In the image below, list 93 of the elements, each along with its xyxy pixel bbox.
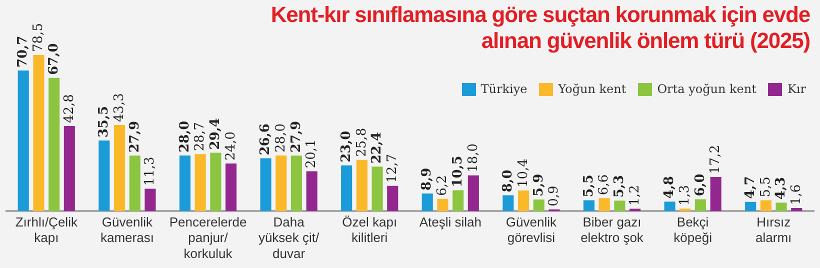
data-label: 27,9 bbox=[288, 121, 304, 153]
data-label: 70,7 bbox=[16, 36, 31, 68]
data-label: 28,7 bbox=[192, 122, 208, 152]
data-label: 35,5 bbox=[96, 106, 112, 138]
x-tick-label: Güvenlik kamerası bbox=[100, 214, 154, 246]
data-label: 22,4 bbox=[370, 132, 385, 164]
data-label: 17,2 bbox=[708, 145, 724, 174]
bar bbox=[422, 193, 433, 212]
bar bbox=[468, 175, 479, 212]
bar bbox=[387, 186, 398, 212]
data-label: 8,9 bbox=[420, 168, 435, 190]
legend-label: Kır bbox=[787, 82, 806, 96]
x-tick-label: Özel kapı kilitleri bbox=[342, 214, 398, 246]
bar bbox=[48, 78, 60, 212]
chart-title: Kent-kır sınıflamasına göre suçtan korunmak için evde alınan güvenlik önlem türü (2025) bbox=[270, 2, 810, 54]
legend-label: Yoğun kent bbox=[558, 82, 626, 96]
bar bbox=[533, 199, 544, 212]
data-label: 5,5 bbox=[758, 176, 774, 198]
bar bbox=[437, 198, 448, 212]
data-label: 10,5 bbox=[450, 156, 466, 188]
bar bbox=[64, 126, 75, 212]
bar bbox=[226, 163, 237, 212]
bar bbox=[179, 155, 190, 212]
data-label: 28,0 bbox=[177, 120, 192, 152]
data-label: 1,6 bbox=[789, 184, 804, 206]
bar bbox=[372, 166, 383, 212]
data-label: 67,0 bbox=[46, 43, 62, 75]
data-label: 78,5 bbox=[31, 23, 46, 52]
bar bbox=[18, 70, 29, 212]
data-label: 12,7 bbox=[385, 154, 400, 183]
bar bbox=[776, 202, 787, 212]
data-label: 6,6 bbox=[596, 174, 612, 196]
x-tick-label: Zırhlı/Çelik kapı bbox=[15, 214, 78, 246]
data-label: 20,1 bbox=[304, 139, 320, 168]
bar bbox=[452, 190, 464, 212]
legend-label: Türkiye bbox=[480, 82, 528, 96]
data-label: 29,4 bbox=[208, 118, 224, 150]
data-label: 11,3 bbox=[142, 156, 158, 186]
bar bbox=[518, 190, 530, 212]
bar bbox=[680, 208, 691, 212]
x-tick-label: Biber gazı elektro şok bbox=[580, 214, 644, 246]
bar bbox=[791, 208, 802, 212]
data-label: 10,4 bbox=[516, 158, 531, 188]
data-label: 5,9 bbox=[531, 174, 546, 196]
bar bbox=[745, 202, 756, 212]
bar bbox=[598, 198, 610, 212]
data-label: 25,8 bbox=[354, 128, 370, 157]
data-label: 8,0 bbox=[500, 170, 516, 192]
data-label: 42,8 bbox=[62, 94, 77, 124]
data-label: 28,0 bbox=[274, 124, 288, 152]
bar bbox=[664, 202, 676, 212]
bar bbox=[760, 200, 772, 212]
x-tick-label: Ateşli silah bbox=[419, 214, 482, 230]
data-label: 26,6 bbox=[258, 124, 274, 156]
bar bbox=[260, 158, 272, 212]
x-tick-label: Güvenlik görevlisi bbox=[506, 214, 557, 246]
data-label: 5,5 bbox=[581, 174, 596, 198]
bar bbox=[710, 176, 722, 212]
bar bbox=[276, 155, 287, 212]
data-label: 4,8 bbox=[662, 176, 678, 199]
bar bbox=[194, 154, 206, 212]
legend-label: Orta yoğun kent bbox=[657, 82, 756, 96]
data-label: 6,0 bbox=[692, 174, 708, 196]
x-tick-label: Daha yüksek çit/duvar bbox=[258, 214, 320, 261]
bar bbox=[129, 156, 140, 212]
data-label: 4,7 bbox=[742, 176, 758, 199]
data-label: 43,3 bbox=[112, 93, 127, 122]
bar bbox=[583, 200, 594, 212]
x-tick-label: Pencerelerde panjur/korkuluk bbox=[169, 214, 247, 261]
bar bbox=[114, 125, 126, 212]
bar bbox=[144, 188, 156, 212]
bar bbox=[502, 195, 514, 212]
data-label: 1,2 bbox=[627, 185, 642, 206]
bar bbox=[694, 199, 706, 212]
data-label: 4,3 bbox=[774, 177, 789, 200]
bar bbox=[98, 140, 110, 212]
bar bbox=[341, 165, 352, 212]
data-label: 0,9 bbox=[546, 186, 562, 206]
bar bbox=[210, 152, 222, 212]
data-label: 24,0 bbox=[223, 131, 238, 160]
data-label: 18,0 bbox=[466, 143, 481, 172]
bar bbox=[356, 160, 368, 212]
data-label: 27,9 bbox=[127, 121, 142, 153]
x-tick-label: Bekçi köpeği bbox=[674, 214, 712, 246]
data-label: 1,3 bbox=[678, 184, 692, 206]
bar bbox=[614, 200, 626, 212]
bar bbox=[290, 156, 302, 212]
data-label: 23,0 bbox=[338, 130, 354, 162]
data-label: 5,3 bbox=[612, 175, 628, 198]
bar bbox=[306, 171, 318, 212]
x-tick-label: Hırsız alarmı bbox=[756, 214, 792, 246]
data-label: 6,2 bbox=[435, 175, 450, 196]
bar bbox=[33, 54, 44, 212]
